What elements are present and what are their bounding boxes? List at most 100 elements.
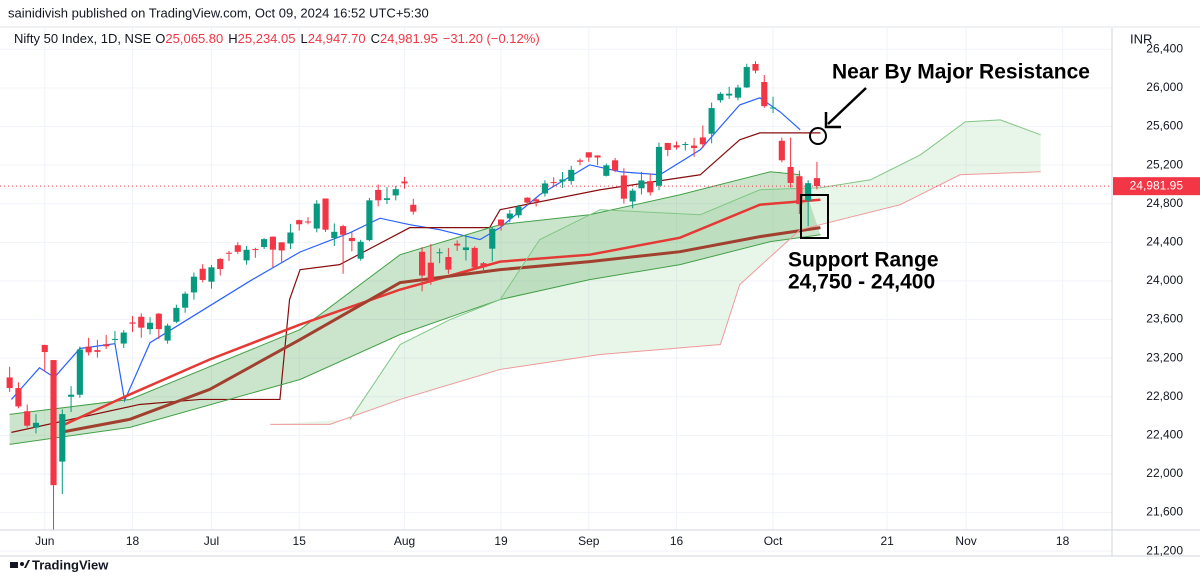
candle-body	[41, 344, 48, 353]
candle-body	[778, 140, 785, 161]
published-note: sainidivish published on TradingView.com…	[8, 5, 429, 20]
candle-body	[576, 160, 584, 162]
x-tick-label: 19	[494, 534, 508, 548]
change: −31.20 (−0.12%)	[443, 31, 540, 46]
candle-body	[138, 316, 145, 328]
x-tick-label: 15	[293, 534, 307, 548]
candle-body	[620, 175, 627, 199]
candle-body	[752, 63, 759, 71]
candle-body	[252, 249, 259, 251]
annotation-text: Near By Major Resistance	[832, 61, 1090, 84]
candle-body	[173, 307, 180, 322]
x-tick-label: Nov	[955, 534, 976, 548]
candle-body	[103, 344, 110, 347]
candle-body	[366, 200, 373, 241]
grid-layer	[0, 28, 1112, 552]
candle-body	[383, 198, 391, 200]
candle-body	[401, 181, 408, 184]
candle-body	[155, 313, 162, 330]
y-tick-label: 21,600	[1146, 505, 1183, 519]
candle-body	[111, 338, 119, 340]
candle-body	[392, 189, 399, 196]
candle-body	[129, 322, 136, 324]
candle-body	[436, 252, 443, 254]
ohlc-label: H	[228, 31, 237, 46]
band-fill	[9, 171, 821, 445]
candle-body	[94, 350, 101, 352]
candle-body	[269, 236, 276, 250]
x-tick-label: Jun	[35, 534, 54, 548]
ohlc-value: 24,981.95	[380, 31, 438, 46]
candle-body	[182, 293, 189, 308]
x-tick-label: 18	[126, 534, 140, 548]
annotation-circle	[809, 127, 827, 145]
candle-body	[471, 247, 478, 268]
candle-body	[340, 226, 347, 235]
symbol: Nifty 50 Index, 1D, NSE	[14, 31, 152, 46]
x-tick-label: Oct	[764, 534, 783, 548]
symbol-line: Nifty 50 Index, 1D, NSE O25,065.80 H25,234…	[14, 31, 540, 46]
candle-body	[454, 243, 461, 246]
candle-body	[68, 394, 75, 397]
candle-body	[50, 360, 57, 486]
x-tick-label: 18	[1056, 534, 1070, 548]
candle-body	[761, 82, 768, 107]
band-fill	[270, 119, 1041, 425]
candle-body	[612, 160, 619, 171]
indicator-line	[64, 226, 821, 433]
candle-body	[769, 107, 777, 109]
candle-body	[15, 388, 22, 407]
y-tick-label: 24,400	[1146, 235, 1183, 249]
candle-body	[717, 93, 724, 101]
candle-body	[515, 206, 522, 216]
logo-part	[10, 562, 18, 568]
y-tick-label: 22,800	[1146, 389, 1183, 403]
plot-area	[0, 61, 1112, 530]
candle-body	[427, 262, 434, 282]
candle-body	[805, 183, 812, 201]
candle-body	[208, 267, 215, 282]
candle-body	[32, 422, 40, 428]
candle-body	[261, 239, 268, 248]
indicator-line	[270, 171, 1041, 425]
logo-part	[20, 562, 24, 566]
candle-body	[146, 322, 154, 330]
logo-part	[24, 560, 30, 568]
candle-body	[304, 221, 312, 223]
candle-body	[217, 258, 224, 270]
candle-body	[682, 143, 689, 145]
x-tick-label: Jul	[204, 534, 219, 548]
y-tick-label: 26,400	[1146, 41, 1183, 55]
candle-body	[24, 411, 31, 426]
y-tick-label: 25,200	[1146, 157, 1183, 171]
candle-body	[497, 219, 505, 226]
candle-body	[59, 414, 66, 462]
y-tick-label: 22,000	[1146, 466, 1183, 480]
y-tick-label: 22,400	[1146, 428, 1183, 442]
candle-body	[550, 182, 557, 184]
candle-body	[462, 247, 470, 251]
candle-body	[603, 165, 610, 176]
candle-body	[594, 155, 601, 158]
candle-body	[673, 145, 680, 148]
candle-body	[410, 204, 417, 212]
x-tick-label: 21	[880, 534, 894, 548]
ohlc-label: L	[300, 31, 307, 46]
y-tick-label: 23,200	[1146, 350, 1183, 364]
y-tick-label: 26,000	[1146, 80, 1183, 94]
indicator-line	[11, 132, 821, 433]
candle-body	[199, 268, 206, 280]
candle-body	[734, 87, 742, 98]
y-tick-label: 24,000	[1146, 273, 1183, 287]
candle-body	[278, 242, 285, 251]
y-tick-label: 23,600	[1146, 312, 1183, 326]
candle-body	[296, 220, 303, 225]
annotation-text: Support Range	[788, 249, 939, 272]
y-tick-label: 25,600	[1146, 119, 1183, 133]
candle-body	[524, 197, 531, 203]
last-price-label: 24,981.95	[1130, 178, 1184, 192]
candle-body	[585, 152, 592, 158]
candle-body	[190, 276, 197, 293]
candle-body	[357, 241, 364, 259]
